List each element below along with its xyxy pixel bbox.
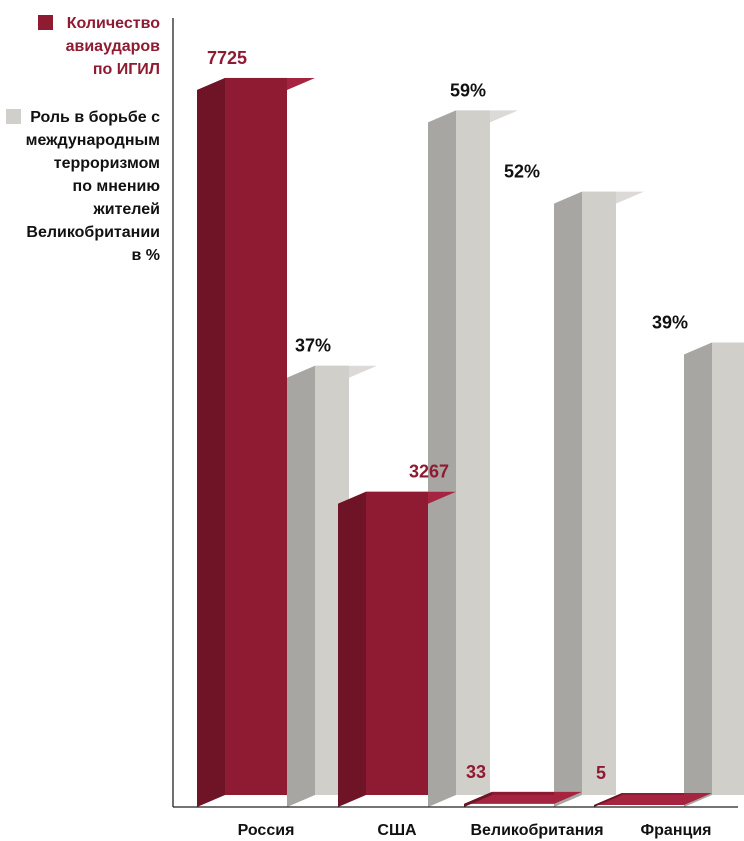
x-tick-labels-layer: Россия США Великобритания Франция	[238, 822, 712, 839]
bar-series1-1-side	[338, 491, 366, 807]
bar-series1-3-side	[594, 793, 622, 807]
data-label-series1-2: 33	[466, 762, 486, 782]
bar-series1-0-side	[197, 77, 225, 807]
data-label-series1-1: 3267	[409, 462, 449, 482]
legend-label-series2-line-5: Великобритании	[26, 224, 160, 241]
legend-label-series2-line-4: жителей	[92, 201, 160, 218]
bars-layer	[197, 77, 744, 808]
axes-layer	[172, 18, 738, 808]
data-label-series2-2: 52%	[504, 162, 540, 182]
value-labels-layer: 7725 37% 3267 59% 33 52% 5 39%	[207, 48, 688, 783]
legend-swatch-series-2	[6, 109, 21, 124]
legend-label-series1-line-1: авиаударов	[66, 38, 161, 55]
bar-series2-2-side	[554, 191, 582, 807]
bar-series2-1	[428, 110, 518, 808]
data-label-series2-3: 39%	[652, 312, 688, 332]
data-label-series2-1: 59%	[450, 80, 486, 100]
legend-label-series1-line-2: по ИГИЛ	[93, 61, 160, 78]
legend-label-series1-line-0: Количество	[67, 15, 160, 32]
data-label-series2-0: 37%	[295, 336, 331, 356]
bar-series1-2-side	[464, 791, 492, 807]
data-label-series1-3: 5	[596, 763, 606, 783]
x-tick-label-0: Россия	[238, 822, 295, 839]
bar-series2-1-side	[428, 110, 456, 808]
bar-series1-3	[594, 793, 712, 807]
legend-label-series2-line-1: международным	[26, 132, 160, 149]
legend-label-series2-line-6: в %	[131, 247, 160, 264]
legend-label-series2-line-3: по мнению	[73, 178, 161, 195]
bar-series2-1-front	[456, 110, 490, 796]
bar-series2-3-side	[684, 342, 712, 807]
bar-series2-2-front	[582, 191, 616, 795]
bar-series1-2	[464, 791, 582, 807]
data-label-series1-0: 7725	[207, 48, 247, 68]
bar-series1-1-front	[366, 491, 428, 795]
bar-series2-0-side	[287, 365, 315, 807]
legend-label-series2-line-2: терроризмом	[54, 155, 160, 172]
bar-series1-0-front	[225, 77, 287, 795]
bar-series1-3-top	[594, 793, 712, 805]
bar-series2-3-front	[712, 342, 744, 795]
bar-series1-2-front	[492, 791, 554, 795]
bar-series1-0	[197, 77, 315, 807]
x-tick-label-1: США	[377, 822, 417, 839]
bar-series2-3	[684, 342, 744, 807]
legend-label-series2-line-0: Роль в борьбе с	[30, 109, 160, 126]
legend: Количество авиаударов по ИГИЛ Роль в борьбе…	[6, 15, 160, 264]
x-tick-label-2: Великобритания	[470, 822, 603, 839]
bar-series2-2	[554, 191, 644, 807]
legend-swatch-series-1	[38, 15, 53, 30]
bar-series1-1	[338, 491, 456, 807]
bar-series1-3-front	[622, 793, 684, 795]
x-tick-label-3: Франция	[641, 822, 712, 839]
